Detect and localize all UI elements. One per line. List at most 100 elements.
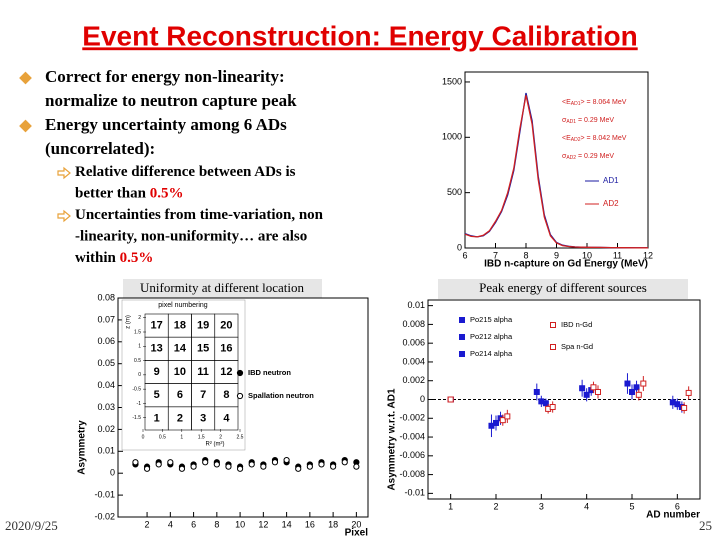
marker — [590, 384, 597, 391]
pixel-number: 8 — [223, 389, 229, 401]
marker — [295, 465, 302, 472]
x-tick-label: 12 — [643, 250, 653, 260]
y-axis-label: Asymmetry — [77, 420, 88, 475]
x-tick-label: 4 — [584, 501, 589, 511]
marker — [493, 419, 499, 426]
x-tick-label: 6 — [675, 501, 680, 511]
x-tick-label: 11 — [613, 250, 622, 260]
marker — [459, 351, 465, 357]
pixel-number: 20 — [220, 320, 232, 332]
inset-x-tick-label: 2.5 — [237, 434, 244, 440]
annotation-part: = 0.29 MeV — [576, 153, 614, 160]
annotation-part: AD2 — [571, 137, 581, 143]
caption-box — [123, 279, 322, 299]
x-tick-label: 7 — [493, 250, 498, 260]
inset-title: pixel numbering — [158, 302, 208, 309]
pixel-number: 16 — [220, 343, 232, 355]
marker — [447, 396, 454, 403]
marker — [306, 463, 313, 470]
inset-x-tick-label: 0 — [142, 434, 145, 440]
sub-bullet-text: -linearity, non-uniformity… are also — [75, 229, 307, 245]
marker — [635, 391, 642, 398]
page-number: 25 — [699, 518, 712, 533]
legend-label: IBD neutron — [248, 368, 291, 377]
legend-label: Spa n-Gd — [561, 342, 593, 351]
inset-y-tick-label: 0.5 — [134, 358, 141, 364]
inset-x-tick-label: 2 — [219, 434, 222, 440]
y-tick-label: 0.05 — [97, 358, 115, 368]
x-tick-label: 3 — [539, 501, 544, 511]
inset-x-tick-label: 1 — [180, 434, 183, 440]
x-axis-label: AD number — [646, 510, 700, 521]
marker — [633, 384, 640, 391]
caption-box — [438, 279, 688, 299]
marker — [579, 385, 586, 392]
inset-y-tick-label: -0.5 — [132, 386, 141, 392]
marker — [629, 388, 635, 395]
x-tick-label: 8 — [214, 519, 219, 529]
x-tick-label: 12 — [258, 519, 268, 529]
bullet-text: Correct for energy non-linearity: — [45, 67, 285, 86]
y-tick-label: 0 — [420, 394, 425, 404]
pixel-number: 9 — [154, 366, 160, 378]
inset-y-tick-label: 1 — [138, 344, 141, 350]
marker — [248, 461, 255, 468]
annotation-part: <E — [562, 99, 571, 106]
x-tick-label: 20 — [351, 519, 361, 529]
legend-label: Po214 alpha — [470, 349, 513, 358]
bullet-text: (uncorrelated): — [45, 139, 155, 158]
marker — [459, 317, 465, 323]
sub-bullet-icon — [57, 166, 71, 180]
chart: -0.01 -0.008 -0.006 -0.004 -0.002 0 0.002 0.004… — [387, 299, 701, 521]
y-axis-label: Asymmetry w.r.t. AD1 — [387, 388, 398, 491]
legend-label: IBD n-Gd — [561, 320, 592, 329]
legend-label: AD1 — [603, 176, 619, 185]
marker — [132, 459, 139, 466]
pixel-number: 17 — [151, 320, 163, 332]
bullet-text: Energy uncertainty among 6 ADs — [45, 115, 287, 134]
annotation-part: <E — [562, 135, 571, 142]
inset-x-tick-label: 0.5 — [159, 434, 166, 440]
marker — [685, 389, 692, 396]
y-tick-label: -0.01 — [404, 488, 425, 498]
x-tick-label: 6 — [191, 519, 196, 529]
caption: Uniformity at different location — [140, 280, 305, 295]
sub-bullet-text: Relative difference between ADs is — [75, 164, 296, 180]
plot-area — [464, 71, 649, 249]
pixel-number: 4 — [223, 412, 230, 424]
marker — [260, 463, 267, 470]
pixel-number: 19 — [197, 320, 209, 332]
annotation-part: AD1 — [571, 101, 581, 107]
inset-y-tick-label: 0 — [138, 372, 141, 378]
sub-bullet-text: better than 0.5% — [75, 186, 183, 202]
pixel-number: 3 — [200, 412, 206, 424]
pixel-number: 12 — [220, 366, 232, 378]
pixel-number: 5 — [154, 389, 160, 401]
inset-y-tick-label: 2 — [138, 315, 141, 321]
pixel-number: 13 — [151, 343, 163, 355]
marker — [533, 388, 540, 395]
sub-bullet-text: within 0.5% — [75, 250, 153, 266]
marker — [190, 463, 197, 470]
pixel-cell — [214, 406, 239, 431]
x-tick-label: 2 — [145, 519, 150, 529]
slide-title: Event Reconstruction: Energy Calibration — [82, 20, 637, 51]
marker — [213, 461, 220, 468]
x-tick-label: 6 — [462, 250, 467, 260]
inset-y-tick-label: -1.5 — [132, 415, 141, 421]
marker — [283, 456, 290, 464]
marker — [549, 404, 556, 411]
inset-box — [121, 299, 246, 451]
text-segment: 0.5% — [120, 250, 154, 266]
inset-y-tick-label: 1.5 — [134, 329, 141, 335]
sub-bullet-text: Uncertainties from time-variation, non — [75, 207, 324, 223]
y-tick-label: 0.07 — [97, 314, 115, 324]
marker — [504, 413, 511, 420]
marker — [236, 465, 244, 472]
pixel-number: 2 — [177, 412, 183, 424]
marker — [550, 344, 556, 350]
text-segment: better than — [75, 186, 150, 202]
text-segment: -linearity, non-uniformity… are also — [75, 229, 307, 245]
